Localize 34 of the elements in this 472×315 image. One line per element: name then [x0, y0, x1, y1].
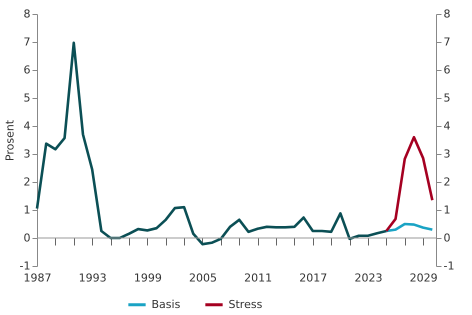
- x-tick-label: 1987: [24, 272, 52, 284]
- y2-tick-label: -1: [444, 260, 454, 272]
- x-tick-label: 1999: [134, 272, 162, 284]
- y2-tick-label: 1: [444, 204, 450, 216]
- y-tick-label: 6: [24, 64, 30, 76]
- x-tick-label: 2011: [244, 272, 272, 284]
- legend-label: Basis: [152, 298, 181, 311]
- line-series: [36, 42, 388, 246]
- y-tick-label: 5: [24, 92, 30, 104]
- line-series: [385, 222, 434, 232]
- y-tick-label: 8: [24, 8, 30, 20]
- y-tick-label: 7: [24, 36, 30, 48]
- y2-tick-label: 8: [444, 8, 450, 20]
- y2-tick-label: 3: [444, 148, 450, 160]
- y-tick-label: 2: [24, 176, 30, 188]
- x-tick-label: 2017: [299, 272, 328, 284]
- y2-tick-label: 0: [444, 232, 450, 244]
- line-series: [385, 136, 434, 232]
- y2-tick-label: 6: [444, 64, 450, 76]
- y2-tick-label: 7: [444, 36, 450, 48]
- y2-tick-label: 5: [444, 92, 450, 104]
- x-tick-label: 2023: [354, 272, 382, 284]
- y-tick-label: 0: [24, 232, 30, 244]
- x-tick-label: 1993: [78, 272, 107, 284]
- y-tick-label: -1: [20, 260, 30, 272]
- y-tick-label: 3: [24, 148, 30, 160]
- y-axis-title: Prosent: [4, 119, 17, 162]
- y2-tick-label: 2: [444, 176, 450, 188]
- legend-label: Stress: [228, 298, 263, 311]
- x-tick-label: 2005: [188, 272, 217, 284]
- x-tick-label: 2029: [410, 272, 438, 284]
- y-tick-label: 4: [24, 120, 30, 132]
- y-tick-label: 1: [24, 204, 30, 216]
- y2-tick-label: 4: [444, 120, 450, 132]
